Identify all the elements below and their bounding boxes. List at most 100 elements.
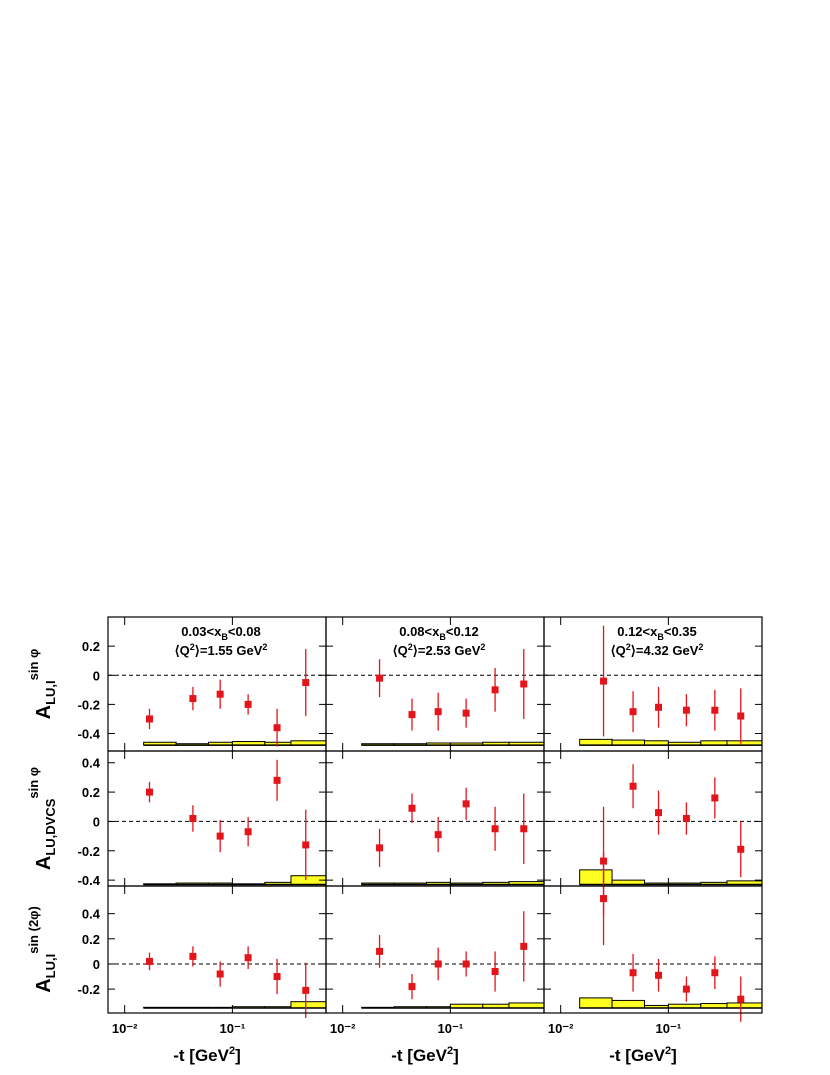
panel: 0.08<xB<0.12⟨Q2⟩=2.53 GeV2 <box>325 616 545 752</box>
panel <box>543 750 763 916</box>
y-label-base: A <box>33 705 55 719</box>
data-point <box>376 844 384 852</box>
x-axis-label: -t [GeV2] <box>173 1045 241 1065</box>
panel-frame <box>325 750 545 887</box>
annotation-text: ⟨Q <box>393 643 408 658</box>
data-point <box>244 700 252 708</box>
x-label-text: -t [GeV <box>173 1046 229 1065</box>
data-point <box>376 947 384 955</box>
data-point <box>244 954 252 962</box>
annotation-text: 0.03<x <box>181 624 222 639</box>
x-tick-label: 10⁻¹ <box>656 1021 682 1036</box>
subscript: B <box>657 632 664 642</box>
data-point <box>462 800 470 808</box>
y-label-superscript: sin (2φ) <box>26 906 41 954</box>
y-tick-label: 0.2 <box>82 639 100 654</box>
annotation: ⟨Q2⟩=4.32 GeV2 <box>611 642 704 658</box>
systematic-band <box>290 1001 327 1009</box>
annotation: ⟨Q2⟩=1.55 GeV2 <box>175 642 268 658</box>
y-tick-label: -0.4 <box>78 727 101 742</box>
x-tick-label: 10⁻¹ <box>438 1021 464 1036</box>
data-point <box>273 724 281 732</box>
data-point <box>520 825 528 833</box>
data-point <box>216 690 224 698</box>
annotation-text: <0.35 <box>664 624 697 639</box>
data-point <box>600 677 608 685</box>
annotation-text: ⟨Q <box>175 643 190 658</box>
data-point <box>146 715 154 723</box>
data-point <box>189 815 197 822</box>
data-point <box>491 825 499 833</box>
data-point <box>189 952 197 960</box>
x-label-text: ] <box>235 1046 241 1065</box>
panel: 10⁻² 10⁻¹ -t [GeV2] <box>325 885 545 1065</box>
y-tick-label: 0.2 <box>82 932 100 947</box>
data-point <box>682 985 690 993</box>
panel <box>325 750 545 887</box>
y-axis-label: ALU,Isin φ <box>26 649 58 720</box>
superscript: 2 <box>229 1045 235 1057</box>
x-tick-label: 10⁻² <box>548 1021 574 1036</box>
data-point <box>273 776 281 784</box>
annotation: 0.03<xB<0.08 <box>181 624 261 642</box>
data-point <box>434 831 442 839</box>
data-point <box>682 706 690 714</box>
y-label-subscript: LU,DVCS <box>43 798 58 855</box>
y-axis-label: ALU,DVCSsin φ <box>26 767 58 870</box>
data-point <box>244 828 252 836</box>
panel: 0.4 0.2 0 -0.2 10⁻² 10⁻¹ ALU,Isin (2φ) -t [GeV2… <box>26 885 327 1065</box>
data-point <box>655 971 663 979</box>
annotation: 0.12<xB<0.35 <box>617 624 697 642</box>
data-point <box>682 815 690 822</box>
data-point <box>520 680 528 688</box>
data-point <box>711 794 719 802</box>
systematic-band <box>611 739 645 746</box>
superscript: 2 <box>480 642 485 652</box>
x-label-text: ] <box>671 1046 677 1065</box>
annotation-text: 0.08<x <box>399 624 440 639</box>
y-label-subscript: LU,I <box>43 954 58 979</box>
annotation-text: ⟩=4.32 GeV <box>631 643 699 658</box>
y-tick-label: -0.2 <box>78 982 100 997</box>
x-tick-label: 10⁻² <box>112 1021 138 1036</box>
data-point <box>462 709 470 717</box>
panel: 0.12<xB<0.35⟨Q2⟩=4.32 GeV2 <box>543 616 763 752</box>
data-point <box>408 804 416 812</box>
annotation-text: ⟨Q <box>611 643 626 658</box>
data-point <box>711 706 719 714</box>
y-label-superscript: sin φ <box>26 767 41 799</box>
data-point <box>655 703 663 711</box>
y-label-base: A <box>33 856 55 870</box>
x-label-text: -t [GeV <box>391 1046 447 1065</box>
data-point <box>737 995 745 1003</box>
superscript: 2 <box>262 642 267 652</box>
y-tick-label: -0.4 <box>78 873 101 888</box>
data-point <box>629 969 637 977</box>
data-point <box>146 788 154 796</box>
y-label-superscript: sin φ <box>26 649 41 681</box>
data-point <box>491 686 499 694</box>
superscript: 2 <box>698 642 703 652</box>
data-point <box>491 968 499 976</box>
y-label-subscript: LU,I <box>43 680 58 705</box>
y-label-base: A <box>33 978 55 992</box>
systematic-band <box>508 1002 545 1009</box>
systematic-band <box>726 1002 763 1009</box>
data-point <box>408 983 416 991</box>
x-label-text: -t [GeV <box>609 1046 665 1065</box>
data-point <box>629 708 637 716</box>
superscript: 2 <box>626 642 631 652</box>
data-point <box>434 708 442 716</box>
x-axis-label: -t [GeV2] <box>391 1045 459 1065</box>
systematic-band <box>611 999 645 1009</box>
superscript: 2 <box>408 642 413 652</box>
data-point <box>376 674 384 682</box>
data-point <box>629 782 637 790</box>
panel-frame <box>543 885 763 1014</box>
y-axis-label: ALU,Isin (2φ) <box>26 906 58 993</box>
data-point <box>737 845 745 853</box>
systematic-band <box>579 997 613 1009</box>
data-point <box>216 970 224 978</box>
annotation: ⟨Q2⟩=2.53 GeV2 <box>393 642 486 658</box>
panel-frame <box>543 750 763 887</box>
